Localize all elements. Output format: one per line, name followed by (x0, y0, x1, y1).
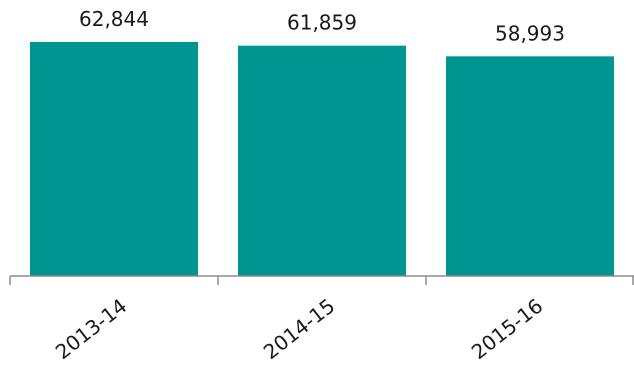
category-label-2015-16: 2015-16 (467, 294, 548, 364)
bars-group (30, 42, 614, 277)
value-label-2013-14: 62,844 (79, 7, 149, 31)
x-axis (9, 275, 634, 285)
bar-2013-14 (30, 42, 198, 276)
value-labels-group: 62,844 61,859 58,993 (79, 7, 565, 45)
value-label-2015-16: 58,993 (495, 21, 565, 45)
category-label-2014-15: 2014-15 (259, 294, 340, 364)
value-label-2014-15: 61,859 (287, 11, 357, 35)
category-label-2013-14: 2013-14 (51, 294, 132, 364)
category-labels-group: 2013-14 2014-15 2015-16 (51, 294, 548, 364)
bar-2015-16 (446, 56, 614, 277)
bar-2014-15 (238, 45, 406, 277)
